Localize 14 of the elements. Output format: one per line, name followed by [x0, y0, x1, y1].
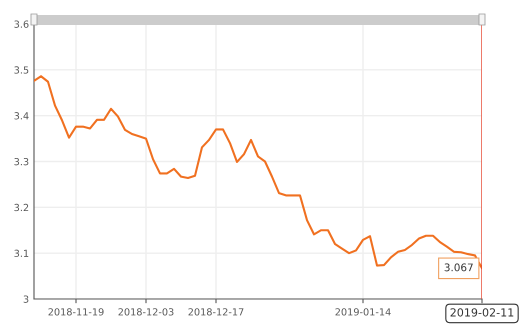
y-tick-label: 3.4 — [14, 112, 29, 120]
annotation: 3.067 — [444, 263, 473, 272]
line-series — [34, 75, 482, 270]
y-tick-label: 3.2 — [14, 204, 28, 212]
y-tick-label: 3.5 — [14, 66, 28, 74]
y-tick-label: 3.1 — [14, 250, 28, 257]
x-tick-label: 2019-02-11 — [450, 308, 514, 317]
x-tick-label: 2018-11-19 — [48, 308, 104, 316]
y-tick-label: 3 — [24, 295, 28, 303]
x-tick-label: 2019-01-14 — [335, 308, 391, 316]
x-tick-label: 2018-12-03 — [118, 308, 174, 316]
y-tick-label: 3.3 — [14, 158, 28, 166]
x-tick-label: 2018-12-17 — [188, 308, 244, 316]
y-tick-label: 3.6 — [14, 20, 29, 28]
